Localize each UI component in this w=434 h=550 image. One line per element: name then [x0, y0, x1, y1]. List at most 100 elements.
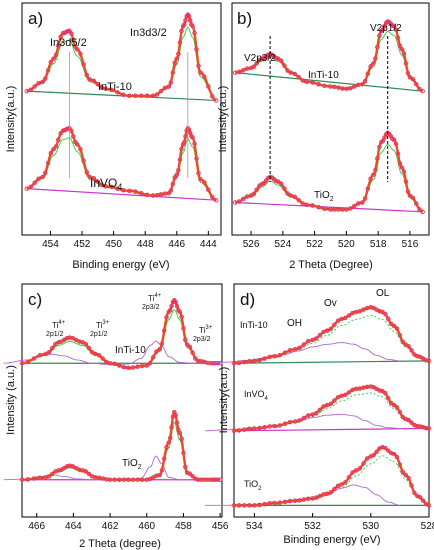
panel-c-point — [31, 476, 37, 481]
panel-a-point — [138, 93, 144, 99]
panel-a-point — [84, 169, 90, 175]
panel-b-point — [316, 81, 321, 87]
panel-a-xlabel: Binding energy (eV) — [72, 259, 169, 271]
panel-c-point — [159, 341, 165, 347]
panel-d-xtick-label: 534 — [246, 521, 263, 532]
panel-d-point — [394, 326, 400, 331]
panel-c-point — [193, 356, 198, 361]
panel-b-xlabel: 2 Theta (Degree) — [289, 259, 373, 271]
panel-b-point — [407, 193, 413, 198]
panel-c-point — [86, 345, 92, 351]
panel-b-xtick-label: 516 — [402, 239, 419, 250]
panel-d-point — [400, 414, 406, 420]
panel-b-xtick-label: 518 — [370, 239, 387, 250]
panel-c-point — [147, 360, 153, 366]
panel-a-ylabel: Intensity(a.u.) — [5, 86, 17, 153]
panel-d-point — [388, 321, 394, 327]
panel-d-point — [321, 329, 326, 335]
panel-d-point — [317, 407, 323, 413]
panel-b-point — [405, 70, 411, 76]
panel-d-plot — [204, 305, 432, 508]
panel-b-xtick-label: 520 — [338, 239, 355, 250]
panel-d-point — [400, 469, 406, 475]
panel-a-point — [56, 43, 61, 49]
panel-d-point — [380, 309, 385, 315]
panel-c-point — [37, 353, 43, 358]
panel-d-point — [397, 333, 403, 338]
panel-a-point — [202, 74, 207, 79]
panel-b-point — [365, 71, 371, 77]
panel-d-point — [394, 454, 400, 460]
panel-a-point — [206, 187, 211, 193]
panel-a-point — [196, 63, 201, 69]
panel-a-point — [179, 28, 184, 34]
panel-c-xtick-label: 456 — [212, 521, 229, 532]
panel-a-series2-label: InVO4 — [90, 176, 122, 192]
panel-d-point — [292, 419, 298, 424]
panel-a-point — [179, 146, 184, 152]
panel-d-point — [335, 318, 341, 323]
panel-c-point — [25, 359, 31, 365]
panel-d-point — [368, 384, 374, 389]
panel-a-baseline-1 — [26, 188, 217, 201]
panel-d-point — [241, 427, 247, 432]
panel-b-ylabel: Intensity(a.u.) — [217, 86, 229, 153]
panel-b-point — [401, 51, 407, 56]
panel-c-point — [46, 349, 52, 355]
panel-c-point — [215, 360, 221, 366]
panel-b-point — [332, 84, 337, 90]
panel-a-point — [190, 135, 195, 140]
panel-d-point — [335, 394, 341, 400]
panel-c-point — [208, 477, 214, 482]
panel-b-point — [395, 35, 401, 41]
panel-a-point — [214, 197, 219, 203]
panel-c-point — [107, 360, 113, 366]
panel-a: 454 452 450 448 446 444 a) In3d5/2 In3d3/2 In… — [5, 2, 222, 271]
panel-d-point — [310, 337, 315, 343]
panel-b-point — [296, 197, 301, 203]
panel-a-point — [109, 87, 114, 93]
panel-d-point — [297, 498, 302, 503]
panel-c-point — [166, 440, 172, 445]
panel-d-point — [391, 323, 397, 329]
panel-b-point — [403, 179, 409, 184]
panel-b-point — [304, 79, 309, 85]
panel-d-point — [357, 309, 363, 314]
panel-a-point — [172, 60, 178, 66]
panel-b-point — [288, 193, 294, 198]
panel-b-frame — [231, 2, 430, 236]
panel-c-ti4-2p32-label: Ti4+ 2p3/2 — [142, 293, 162, 311]
panel-c-xtick-label: 464 — [65, 521, 82, 532]
panel-a-point — [166, 84, 172, 89]
panel-c-point — [190, 350, 195, 355]
panel-d-point — [282, 421, 288, 427]
panel-c-xtick-label: 458 — [175, 521, 192, 532]
panel-d-envelope-InTi-10 — [233, 306, 430, 365]
panel-b-point — [275, 179, 281, 184]
panel-d-point — [272, 500, 277, 506]
panel-a-point — [32, 84, 37, 89]
panel-a-point — [95, 81, 101, 87]
panel-d-point — [415, 353, 420, 359]
panel-b-point — [348, 206, 353, 211]
panel-d-point — [310, 412, 315, 417]
panel-d-point — [247, 503, 252, 508]
panel-d-xlabel: Binding energy (eV) — [283, 534, 380, 546]
panel-d-point — [277, 352, 283, 358]
panel-d-point — [277, 500, 283, 505]
panel-a-point — [150, 93, 156, 99]
panel-d-point — [377, 388, 382, 393]
panel-c-point — [86, 471, 92, 477]
panel-c-point — [169, 425, 174, 430]
panel-d-point — [400, 339, 406, 345]
panel-d-point — [346, 390, 352, 395]
panel-d-point — [383, 390, 388, 396]
panel-b-point — [407, 74, 413, 80]
panel-a-point — [78, 51, 83, 57]
panel-d-point — [420, 498, 426, 503]
panel-b: 526 524 522 520 518 516 b) V2p3/2 V2p1/2 InTi… — [217, 2, 430, 271]
panel-d-point — [301, 415, 307, 421]
panel-d-point — [415, 423, 420, 429]
panel-c-point — [50, 471, 55, 477]
panel-a-point — [186, 14, 192, 19]
